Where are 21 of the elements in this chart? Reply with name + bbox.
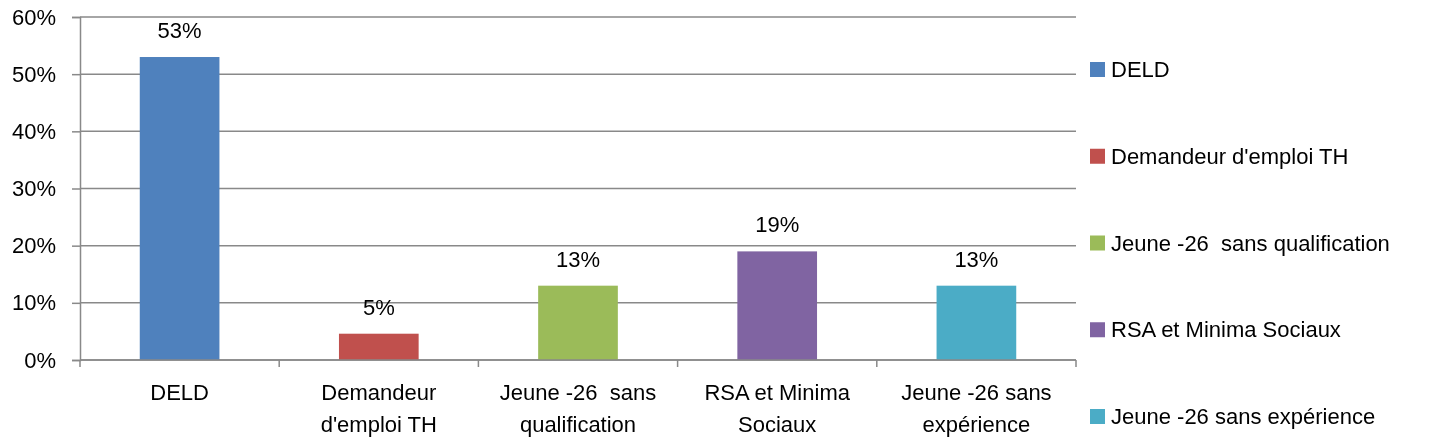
x-tick-label: Demandeur d'emploi TH: [320, 380, 437, 437]
data-label: 13%: [954, 246, 999, 272]
y-tick-label: 10%: [11, 290, 56, 316]
x-tick-label: Jeune -26 sans qualification: [499, 380, 657, 437]
y-tick-label: 40%: [11, 118, 56, 144]
legend-label: Jeune -26 sans qualification: [1111, 230, 1390, 256]
y-tick-label: 60%: [11, 4, 56, 30]
y-tick-label: 20%: [11, 233, 56, 259]
x-tick-label: RSA et Minima Sociaux: [704, 380, 851, 437]
y-tick-label: 50%: [11, 61, 56, 87]
data-label: 53%: [157, 18, 202, 44]
legend-label: Demandeur d'emploi TH: [1111, 143, 1349, 169]
y-tick-label: 0%: [24, 347, 56, 373]
x-tick-label: DELD: [150, 380, 209, 405]
data-label: 19%: [755, 212, 800, 238]
data-label: 13%: [555, 246, 601, 272]
legend-label: RSA et Minima Sociaux: [1111, 317, 1341, 343]
y-tick-label: 30%: [11, 176, 56, 202]
data-label: 5%: [362, 294, 395, 320]
x-tick-label: Jeune -26 sans expérience: [901, 380, 1052, 437]
legend-label: DELD: [1111, 57, 1170, 82]
